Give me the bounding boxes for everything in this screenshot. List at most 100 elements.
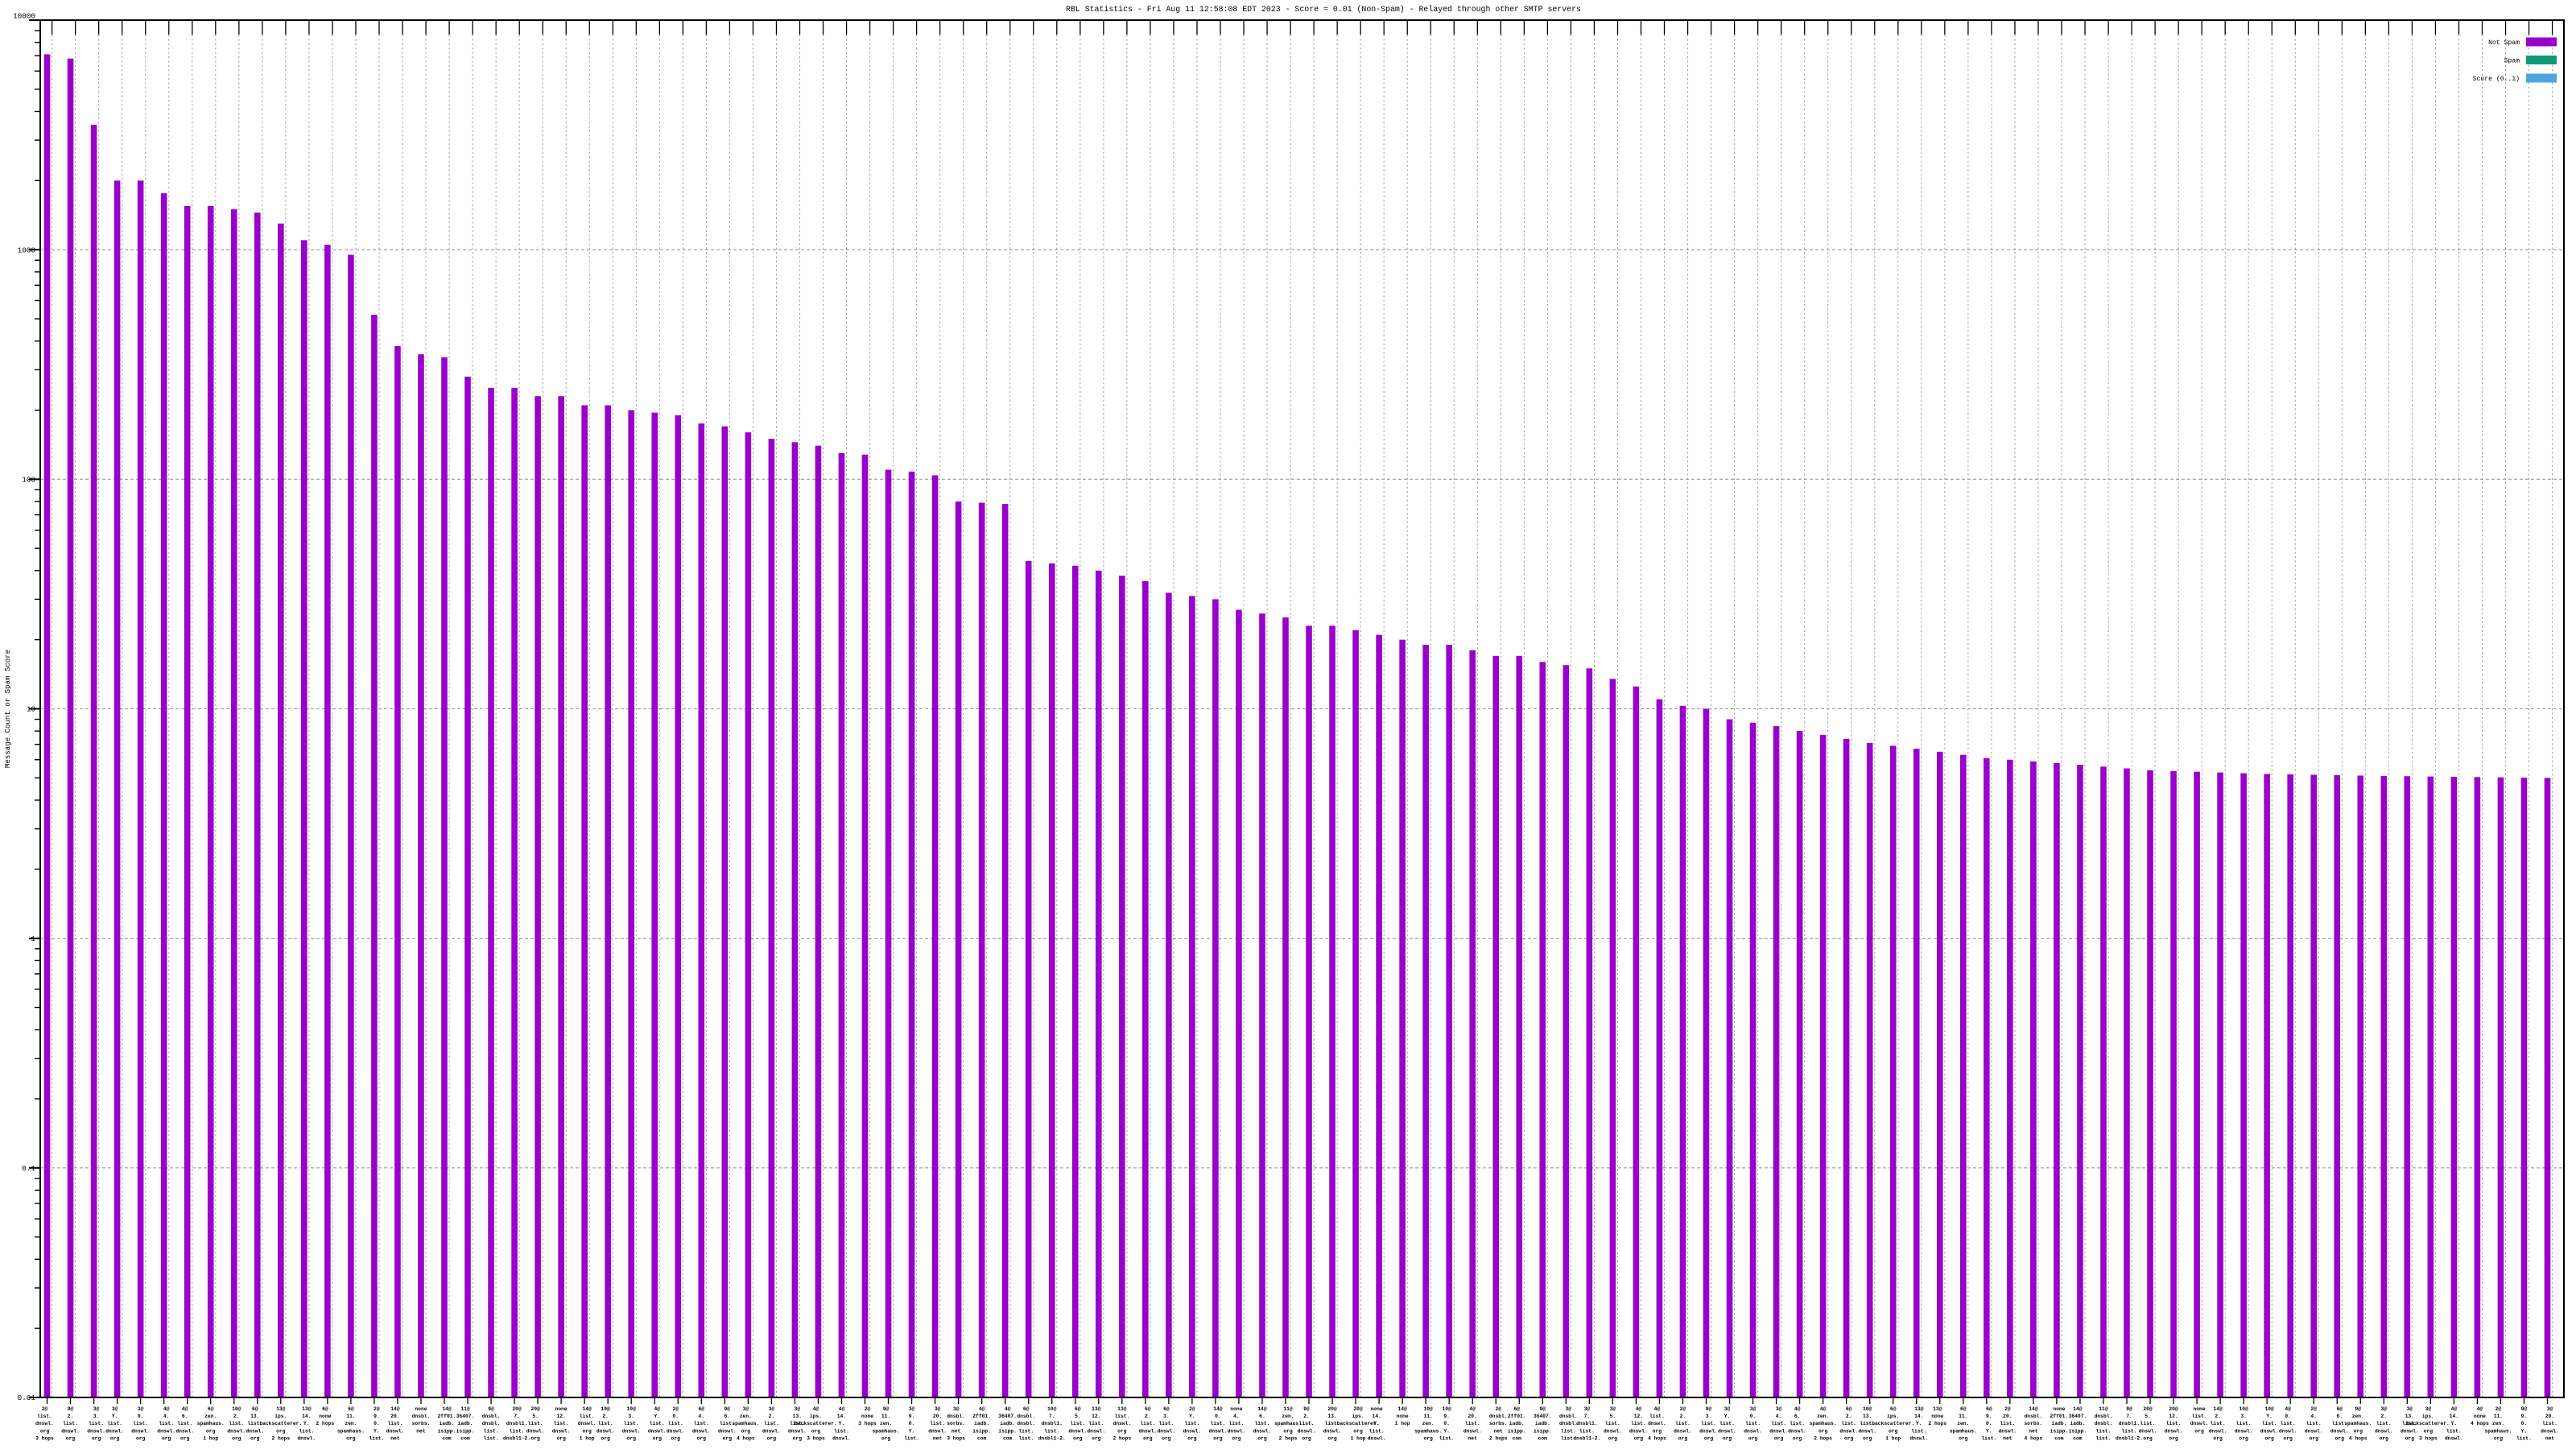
svg-text:12.: 12.	[556, 1414, 565, 1419]
svg-text:6@: 6@	[322, 1406, 328, 1412]
svg-text:3@: 3@	[1724, 1406, 1731, 1412]
svg-text:6@: 6@	[208, 1406, 214, 1412]
svg-text:org: org	[2284, 1435, 2293, 1441]
svg-text:9@: 9@	[1706, 1406, 1712, 1412]
svg-text:org: org	[811, 1428, 821, 1434]
svg-text:9.: 9.	[374, 1414, 380, 1419]
svg-text:3@: 3@	[2547, 1406, 2553, 1412]
svg-text:2@: 2@	[865, 1406, 871, 1412]
svg-text:dnswl.: dnswl.	[1769, 1428, 1788, 1434]
svg-text:dnswl.: dnswl.	[1858, 1428, 1876, 1434]
svg-text:7.: 7.	[514, 1414, 520, 1419]
svg-text:6@: 6@	[1163, 1406, 1170, 1412]
svg-text:2.: 2.	[769, 1414, 775, 1419]
svg-text:4.: 4.	[2310, 1414, 2317, 1419]
svg-text:org: org	[2494, 1435, 2504, 1441]
svg-text:list.: list.	[1369, 1428, 1385, 1434]
svg-text:5.: 5.	[1075, 1414, 1081, 1419]
svg-text:RBL Statistics - Fri Aug 11 12: RBL Statistics - Fri Aug 11 12:58:08 EDT…	[1066, 5, 1581, 14]
svg-text:org: org	[1327, 1435, 1337, 1441]
svg-text:list.: list.	[1158, 1421, 1174, 1426]
svg-text:org: org	[767, 1435, 777, 1441]
svg-text:net: net	[933, 1435, 943, 1441]
svg-text:1: 1	[31, 935, 35, 943]
svg-text:dnswl.: dnswl.	[648, 1428, 667, 1434]
svg-text:org: org	[180, 1435, 190, 1441]
svg-text:list.: list.	[107, 1421, 122, 1426]
svg-text:14.: 14.	[1372, 1414, 1381, 1419]
svg-text:isipp.: isipp.	[998, 1428, 1017, 1434]
svg-text:org: org	[1844, 1435, 1854, 1441]
svg-text:0.1: 0.1	[22, 1164, 35, 1173]
svg-text:3@: 3@	[2381, 1406, 2388, 1412]
svg-text:12.: 12.	[1092, 1414, 1100, 1419]
svg-text:3@: 3@	[1566, 1406, 1572, 1412]
svg-text:3 hops: 3 hops	[858, 1421, 877, 1426]
svg-text:4@: 4@	[813, 1406, 819, 1412]
svg-text:iadb.: iadb.	[458, 1421, 473, 1426]
svg-text:list.: list.	[1465, 1421, 1480, 1426]
svg-text:Y.: Y.	[2521, 1428, 2528, 1434]
svg-text:dnswl.: dnswl.	[526, 1428, 545, 1434]
svg-text:0.: 0.	[909, 1421, 915, 1426]
svg-text:13@: 13@	[1914, 1406, 1924, 1412]
svg-text:14@: 14@	[2029, 1406, 2038, 1412]
svg-text:20@: 20@	[512, 1406, 522, 1412]
svg-text:dnswl.: dnswl.	[1158, 1428, 1176, 1434]
svg-text:11@: 11@	[1283, 1406, 1293, 1412]
svg-text:10@: 10@	[601, 1406, 611, 1412]
svg-text:20.: 20.	[2003, 1414, 2012, 1419]
svg-text:dnswl.: dnswl.	[692, 1428, 711, 1434]
svg-text:sorbs.: sorbs.	[1489, 1421, 1508, 1426]
svg-text:0.01: 0.01	[18, 1393, 36, 1402]
svg-text:2 hops: 2 hops	[1279, 1435, 1298, 1441]
svg-text:com: com	[1538, 1435, 1548, 1441]
svg-text:list.: list.	[2516, 1435, 2532, 1441]
svg-text:3.: 3.	[2240, 1414, 2247, 1419]
svg-text:com: com	[442, 1435, 452, 1441]
svg-text:org: org	[2264, 1435, 2274, 1441]
svg-text:14@: 14@	[582, 1406, 592, 1412]
svg-text:3@: 3@	[909, 1406, 915, 1412]
svg-text:none: none	[2053, 1406, 2065, 1412]
svg-text:4@: 4@	[1636, 1406, 1642, 1412]
svg-text:5.: 5.	[532, 1414, 539, 1419]
svg-text:com: com	[1003, 1435, 1013, 1441]
svg-text:list.: list.	[2376, 1421, 2392, 1426]
svg-text:dnsbl.: dnsbl.	[412, 1414, 431, 1419]
svg-text:3@: 3@	[112, 1406, 118, 1412]
svg-text:org: org	[1257, 1435, 1267, 1441]
svg-text:9.: 9.	[909, 1414, 915, 1419]
svg-text:dnswl.: dnswl.	[1087, 1428, 1105, 1434]
svg-text:dnswl.: dnswl.	[2401, 1428, 2419, 1434]
svg-text:11.: 11.	[1423, 1414, 1432, 1419]
svg-text:com: com	[1513, 1435, 1522, 1441]
svg-text:Y.: Y.	[909, 1428, 915, 1434]
svg-text:dnsbl1-2.: dnsbl1-2.	[503, 1435, 530, 1441]
svg-text:14.: 14.	[837, 1414, 846, 1419]
svg-text:spamhaus.: spamhaus.	[873, 1428, 900, 1434]
svg-text:dnswl.: dnswl.	[2139, 1428, 2157, 1434]
svg-text:14@: 14@	[1213, 1406, 1223, 1412]
svg-text:list.: list.	[177, 1421, 192, 1426]
svg-text:2@: 2@	[374, 1406, 380, 1412]
svg-text:isipp.: isipp.	[1508, 1428, 1526, 1434]
svg-text:13.: 13.	[1863, 1414, 1872, 1419]
svg-text:Y.: Y.	[1189, 1414, 1195, 1419]
svg-text:4@: 4@	[2285, 1406, 2291, 1412]
svg-text:dnsbl1.: dnsbl1.	[506, 1421, 527, 1426]
svg-text:3.: 3.	[1163, 1414, 1170, 1419]
svg-text:9.: 9.	[1443, 1414, 1450, 1419]
svg-text:10@: 10@	[2264, 1406, 2274, 1412]
svg-text:org: org	[66, 1435, 76, 1441]
svg-text:14@: 14@	[1397, 1406, 1407, 1412]
svg-text:list.: list.	[1299, 1421, 1315, 1426]
svg-text:6@: 6@	[1890, 1406, 1897, 1412]
svg-text:ips.: ips.	[1352, 1414, 1364, 1419]
svg-text:org: org	[2239, 1435, 2248, 1441]
svg-text:3.: 3.	[1706, 1414, 1712, 1419]
svg-text:6@: 6@	[252, 1406, 258, 1412]
svg-text:dnswl.: dnswl.	[105, 1428, 124, 1434]
svg-text:isipp.: isipp.	[438, 1428, 456, 1434]
svg-text:2ff01.: 2ff01.	[2050, 1414, 2069, 1419]
